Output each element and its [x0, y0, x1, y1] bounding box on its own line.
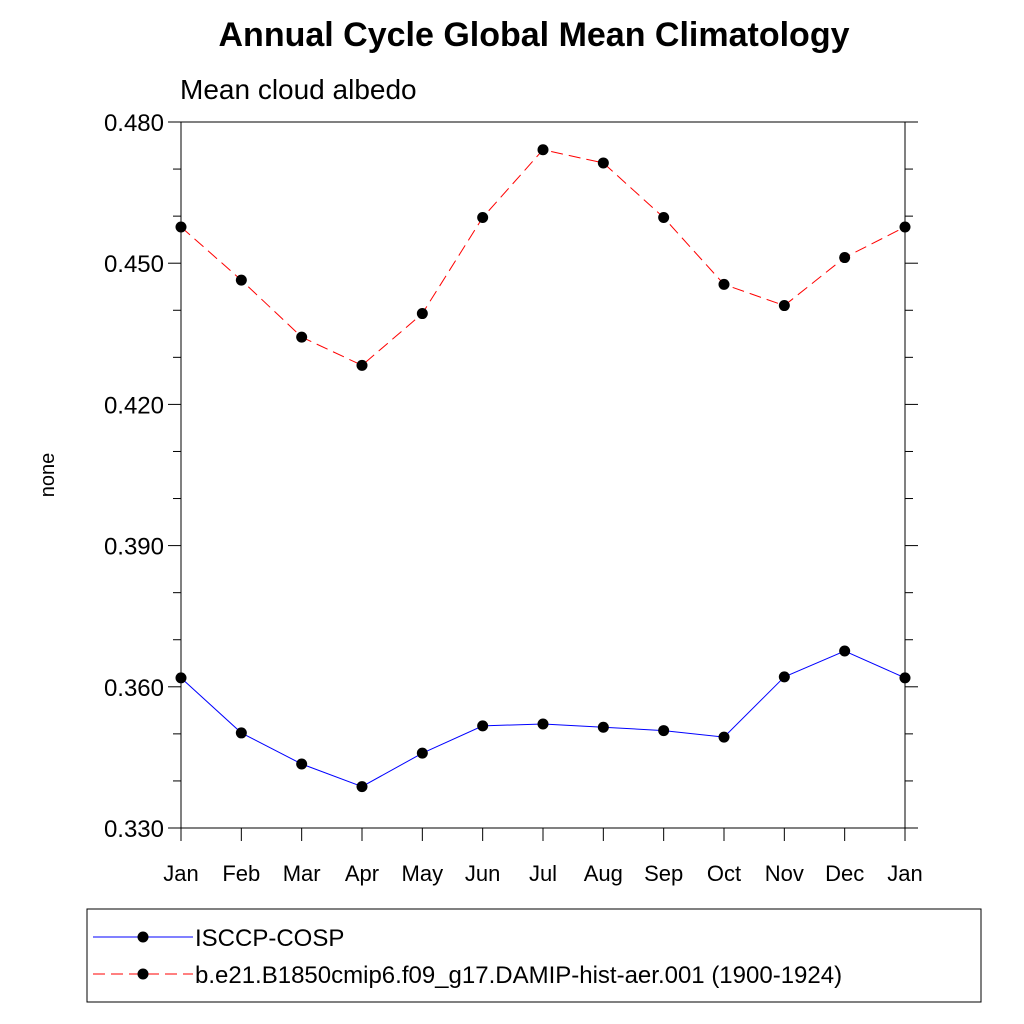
legend-label: ISCCP-COSP: [195, 925, 344, 952]
y-tick-label: 0.480: [104, 110, 164, 137]
legend-marker: [137, 968, 149, 980]
x-tick-label: Apr: [345, 861, 379, 886]
data-point: [658, 725, 670, 737]
data-point: [235, 727, 247, 739]
data-point: [778, 300, 790, 312]
data-point: [537, 718, 549, 730]
chart-title: Annual Cycle Global Mean Climatology: [219, 16, 850, 54]
data-point: [477, 720, 489, 732]
data-point: [778, 671, 790, 683]
data-point: [718, 278, 730, 290]
y-tick-label: 0.390: [104, 534, 164, 561]
series-1: [175, 144, 911, 371]
legend-box: [86, 908, 982, 1003]
legend-marker: [137, 931, 149, 943]
x-tick-label: Dec: [825, 861, 864, 886]
data-point: [718, 731, 730, 743]
data-point: [175, 221, 187, 233]
x-tick-label: Nov: [765, 861, 804, 886]
y-tick-label: 0.360: [104, 675, 164, 702]
data-point: [839, 645, 851, 657]
data-point: [899, 672, 911, 684]
x-tick-label: Jun: [465, 861, 500, 886]
y-tick-labels: 0.330 0.360 0.390 0.420 0.450 0.480: [104, 110, 164, 843]
x-tick-label: Jan: [163, 861, 198, 886]
x-tick-label: Jul: [529, 861, 557, 886]
data-point: [839, 252, 851, 264]
y-tick-label: 0.420: [104, 392, 164, 419]
x-tick-labels: Jan Feb Mar Apr May Jun Jul Aug Sep Oct Nov Dec Jan: [163, 861, 922, 886]
data-point: [597, 157, 609, 169]
data-point: [416, 308, 428, 320]
legend-item: b.e21.B1850cmip6.f09_g17.DAMIP-hist-aer.…: [93, 962, 842, 989]
series-layer: [175, 144, 911, 793]
legend-items: ISCCP-COSP b.e21.B1850cmip6.f09_g17.DAMIP…: [93, 925, 842, 989]
legend: ISCCP-COSP b.e21.B1850cmip6.f09_g17.DAMIP…: [86, 908, 982, 1003]
axis-ticks: [168, 121, 918, 841]
y-axis-label: none: [37, 453, 59, 498]
data-point: [477, 212, 489, 224]
x-tick-label: Jan: [887, 861, 922, 886]
x-tick-label: Feb: [222, 861, 260, 886]
data-point: [235, 274, 247, 286]
data-point: [416, 747, 428, 759]
y-tick-label: 0.330: [104, 816, 164, 843]
x-tick-label: Aug: [584, 861, 623, 886]
x-tick-label: May: [402, 861, 444, 886]
data-point: [296, 758, 308, 770]
y-tick-label: 0.450: [104, 251, 164, 278]
legend-item: ISCCP-COSP: [93, 925, 344, 952]
data-point: [356, 781, 368, 793]
x-tick-label: Mar: [283, 861, 321, 886]
legend-label: b.e21.B1850cmip6.f09_g17.DAMIP-hist-aer.…: [195, 962, 842, 989]
x-tick-label: Oct: [707, 861, 741, 886]
series-line: [180, 149, 906, 366]
chart-subtitle: Mean cloud albedo: [180, 74, 417, 105]
data-point: [356, 359, 368, 371]
series-0: [175, 645, 911, 793]
x-tick-label: Sep: [644, 861, 683, 886]
data-point: [658, 212, 670, 224]
data-point: [597, 721, 609, 733]
data-point: [537, 144, 549, 156]
data-point: [899, 221, 911, 233]
data-point: [175, 672, 187, 684]
data-point: [296, 331, 308, 343]
